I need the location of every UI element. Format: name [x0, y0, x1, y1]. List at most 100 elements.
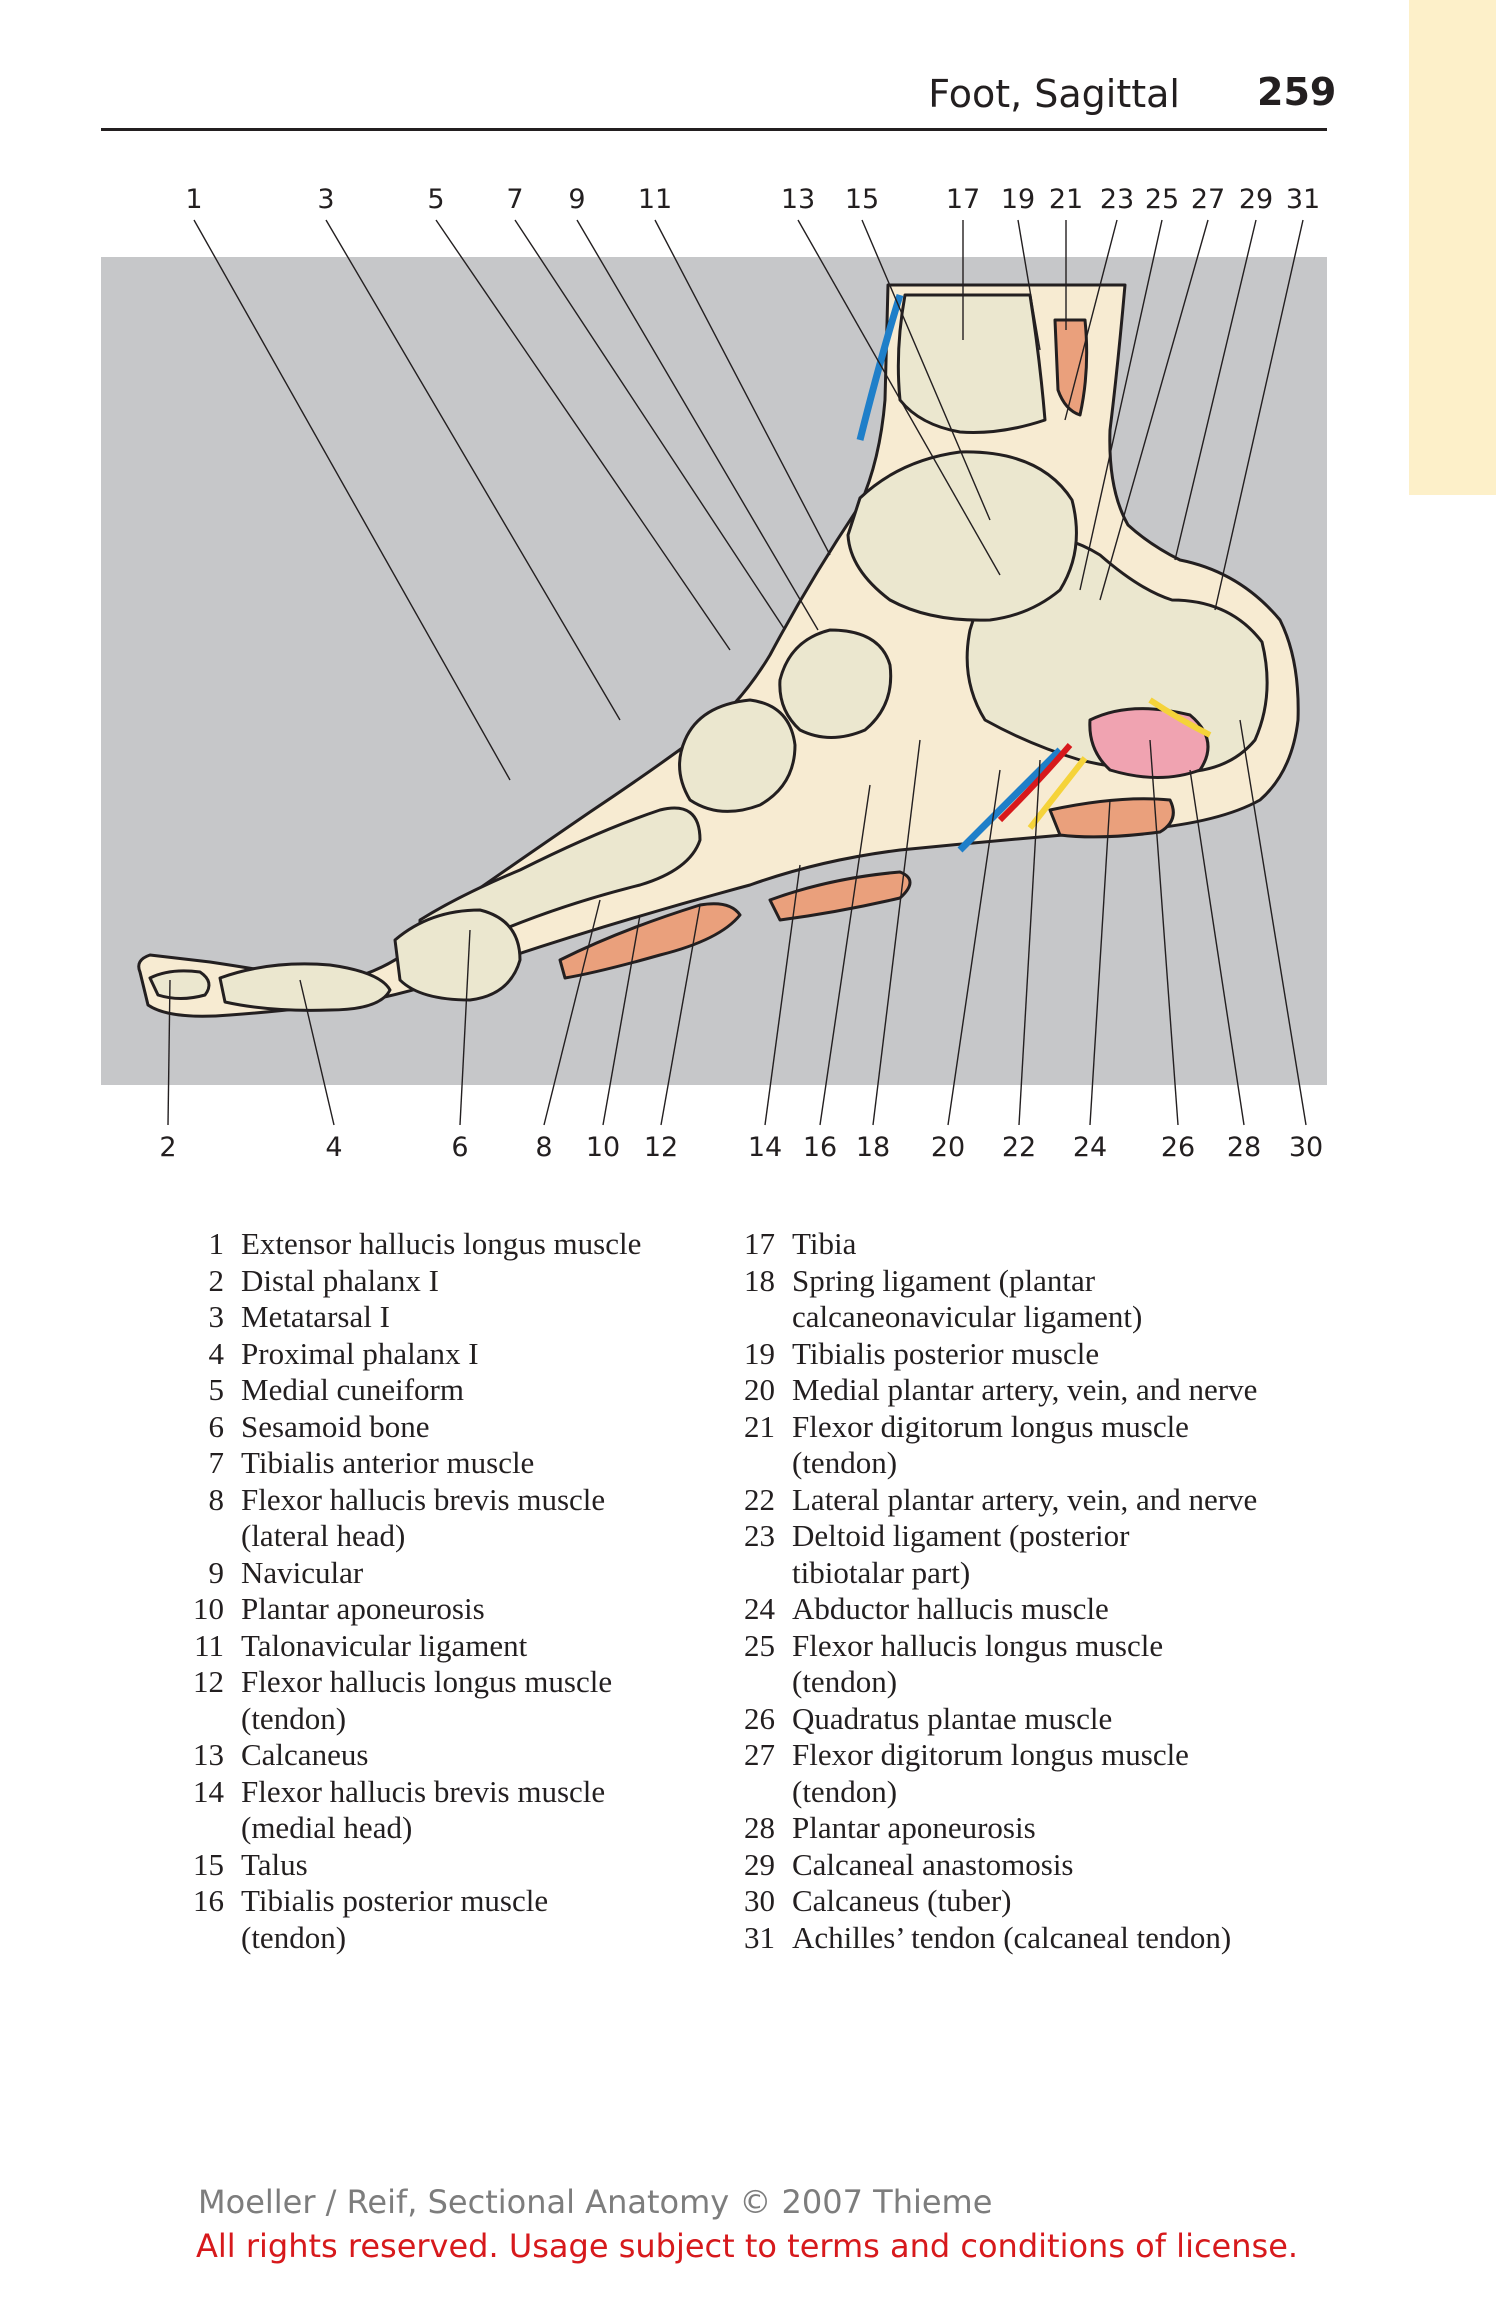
- leader-line-22: [1018, 759, 1041, 1126]
- bottom-label-8: 8: [535, 1132, 552, 1163]
- legend-number: 30: [744, 1883, 775, 1918]
- leader-line-12: [660, 904, 701, 1126]
- legend-number: 25: [744, 1627, 775, 1663]
- legend-text: Talus: [241, 1846, 308, 1882]
- legend-text: Quadratus plantae muscle: [792, 1700, 1113, 1736]
- proximal-phalanx-shape: [218, 962, 392, 1012]
- top-label-9: 9: [568, 184, 585, 215]
- leader-line-15: [861, 219, 991, 521]
- legend-number: 23: [744, 1518, 775, 1553]
- leader-line-23: [1064, 219, 1118, 421]
- leader-line-31: [1214, 219, 1304, 611]
- legend-item: 12 Flexor hallucis longus muscle (tendon): [184, 1664, 714, 1737]
- top-label-27: 27: [1191, 184, 1225, 215]
- metatarsal-head-shape: [393, 908, 522, 1002]
- legend-item: 24 Abductor hallucis muscle: [735, 1591, 1335, 1628]
- copyright-line: Moeller / Reif, Sectional Anatomy © 2007…: [198, 2183, 993, 2221]
- legend-number: 8: [208, 1481, 225, 1517]
- legend-number: 29: [744, 1846, 775, 1882]
- top-label-1: 1: [185, 184, 202, 215]
- legend-number: 4: [208, 1335, 225, 1371]
- legend-text: Spring ligament (plantar calcaneonavicul…: [792, 1262, 1143, 1335]
- side-tab: [1409, 0, 1496, 495]
- leader-line-1: [193, 219, 511, 781]
- legend-item: 10 Plantar aponeurosis: [184, 1591, 714, 1628]
- legend-item: 8 Flexor hallucis brevis muscle (lateral …: [184, 1482, 714, 1555]
- leader-line-30: [1239, 719, 1307, 1126]
- legend-text: Abductor hallucis muscle: [792, 1591, 1109, 1626]
- legend-number: 22: [744, 1481, 775, 1517]
- bottom-label-4: 4: [325, 1132, 342, 1163]
- legend-text: Calcaneus: [241, 1737, 369, 1772]
- legend-text: Flexor digitorum longus muscle (tendon): [792, 1408, 1189, 1481]
- top-label-row: 1 3 5 7 9 11 13 15 17 19 21 23 25 27 29 31: [185, 184, 1320, 215]
- legend-item: 2 Distal phalanx I: [184, 1263, 714, 1300]
- legend-item: 14 Flexor hallucis brevis muscle (medial …: [184, 1774, 714, 1847]
- header-rule: [101, 128, 1327, 131]
- legend-number: 20: [744, 1372, 775, 1407]
- leader-line-5: [435, 219, 731, 651]
- top-label-31: 31: [1286, 184, 1320, 215]
- legend-item: 3 Metatarsal I: [184, 1299, 714, 1336]
- legend-number: 9: [208, 1554, 225, 1590]
- legend-number: 2: [208, 1262, 225, 1298]
- top-label-17: 17: [946, 184, 980, 215]
- top-label-13: 13: [781, 184, 815, 215]
- legend-number: 28: [744, 1810, 775, 1845]
- top-label-23: 23: [1100, 184, 1134, 215]
- legend-number: 1: [208, 1226, 225, 1261]
- legend-text: Tibialis anterior muscle: [241, 1445, 535, 1480]
- legend-item: 6 Sesamoid bone: [184, 1409, 714, 1446]
- legend-item: 31 Achilles’ tendon (calcaneal tendon): [735, 1920, 1335, 1957]
- flexor-hallucis-brevis-shape: [558, 902, 742, 980]
- leader-line-3: [325, 219, 621, 721]
- leader-line-26: [1149, 739, 1179, 1126]
- legend-number: 26: [744, 1700, 775, 1736]
- legend-number: 5: [208, 1372, 225, 1407]
- legend-item: 23 Deltoid ligament (posterior tibiotalar…: [735, 1518, 1335, 1591]
- legend-item: 16 Tibialis posterior muscle (tendon): [184, 1883, 714, 1956]
- leader-line-14: [764, 864, 801, 1126]
- leader-line-27: [1099, 219, 1209, 601]
- legend-text: Sesamoid bone: [241, 1408, 430, 1444]
- legend-text: Deltoid ligament (posterior tibiotalar p…: [792, 1518, 1130, 1590]
- legend-number: 19: [744, 1335, 775, 1371]
- top-label-3: 3: [317, 184, 334, 215]
- top-label-7: 7: [506, 184, 523, 215]
- leader-line-2: [167, 979, 171, 1126]
- top-label-21: 21: [1049, 184, 1083, 215]
- bottom-label-12: 12: [644, 1132, 678, 1163]
- legend-text: Proximal phalanx I: [241, 1335, 479, 1371]
- legend-item: 19 Tibialis posterior muscle: [735, 1336, 1335, 1373]
- legend-item: 4 Proximal phalanx I: [184, 1336, 714, 1373]
- bottom-label-24: 24: [1073, 1132, 1107, 1163]
- legend-item: 7 Tibialis anterior muscle: [184, 1445, 714, 1482]
- leader-line-19: [1017, 219, 1041, 351]
- leader-line-6: [459, 929, 471, 1126]
- legend-item: 17 Tibia: [735, 1226, 1335, 1263]
- legend-item: 25 Flexor hallucis longus muscle (tendon): [735, 1628, 1335, 1701]
- legend-item: 27 Flexor digitorum longus muscle (tendon…: [735, 1737, 1335, 1810]
- legend-number: 31: [744, 1919, 775, 1955]
- leader-line-9: [576, 219, 819, 631]
- legend-left-column: 1 Extensor hallucis longus muscle 2 Distal …: [184, 1226, 714, 1956]
- legend-number: 21: [744, 1408, 775, 1444]
- legend-item: 9 Navicular: [184, 1555, 714, 1592]
- legend-text: Flexor digitorum longus muscle (tendon): [792, 1737, 1189, 1809]
- bottom-label-10: 10: [586, 1132, 620, 1163]
- legend-text: Plantar aponeurosis: [792, 1810, 1036, 1845]
- top-label-5: 5: [427, 184, 444, 215]
- legend-item: 13 Calcaneus: [184, 1737, 714, 1774]
- bottom-label-row: 2 4 6 8 10 12 14 16 18 20 22 24 26 28 30: [159, 1132, 1323, 1163]
- legend-number: 7: [208, 1445, 225, 1480]
- bottom-label-18: 18: [856, 1132, 890, 1163]
- legend-text: Flexor hallucis brevis muscle (lateral h…: [241, 1481, 606, 1554]
- top-label-19: 19: [1001, 184, 1035, 215]
- legend-number: 12: [193, 1664, 224, 1699]
- flexor-hallucis-brevis-medial-shape: [768, 870, 912, 922]
- legend-text: Plantar aponeurosis: [241, 1591, 485, 1626]
- legend-item: 26 Quadratus plantae muscle: [735, 1701, 1335, 1738]
- leader-line-18: [872, 739, 921, 1126]
- legend-text: Calcaneus (tuber): [792, 1883, 1012, 1918]
- legend-text: Metatarsal I: [241, 1299, 390, 1334]
